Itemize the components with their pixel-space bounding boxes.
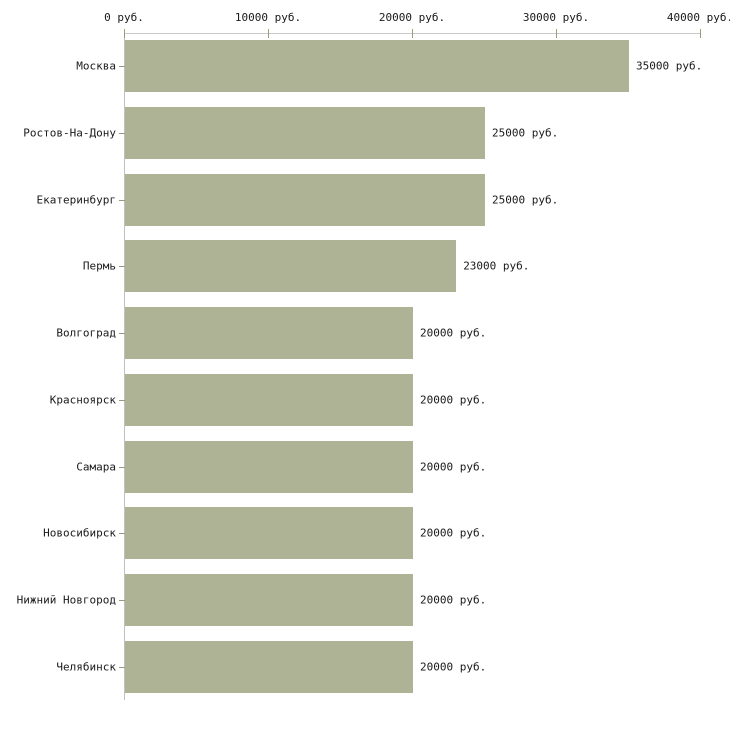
- bar-value-label: 20000 руб.: [420, 393, 487, 407]
- y-axis-tick: [119, 333, 125, 334]
- bar-value-label: 25000 руб.: [492, 193, 559, 207]
- x-axis-tick-label: 40000 руб.: [666, 11, 730, 24]
- category-label: Нижний Новгород: [16, 593, 116, 607]
- bar-value-label: 20000 руб.: [420, 660, 487, 674]
- category-label: Москва: [76, 59, 116, 73]
- bar[interactable]: [125, 173, 485, 226]
- bar[interactable]: [125, 640, 413, 693]
- x-axis-tick: [268, 29, 269, 38]
- y-axis-tick: [119, 66, 125, 67]
- y-axis-tick: [119, 200, 125, 201]
- x-axis-tick: [124, 29, 125, 38]
- bar-value-label: 25000 руб.: [492, 126, 559, 140]
- x-axis-tick-label: 10000 руб.: [234, 11, 302, 24]
- bar[interactable]: [125, 507, 413, 560]
- y-axis-tick: [119, 667, 125, 668]
- x-axis-tick: [556, 29, 557, 38]
- category-label: Екатеринбург: [36, 193, 116, 207]
- y-axis-line: [124, 33, 125, 700]
- bar[interactable]: [125, 440, 413, 493]
- x-axis-tick-label: 20000 руб.: [378, 11, 446, 24]
- y-axis-tick: [119, 400, 125, 401]
- bar[interactable]: [125, 107, 485, 160]
- y-axis-tick: [119, 533, 125, 534]
- category-label: Новосибирск: [43, 526, 116, 540]
- category-label: Самара: [76, 460, 116, 474]
- x-axis-tick-label: 30000 руб.: [522, 11, 590, 24]
- y-axis-tick: [119, 133, 125, 134]
- category-label: Ростов-На-Дону: [23, 126, 116, 140]
- x-axis-tick-label: 0 руб.: [104, 11, 144, 24]
- category-label: Волгоград: [56, 326, 116, 340]
- category-label: Пермь: [82, 259, 116, 273]
- y-axis-tick: [119, 467, 125, 468]
- x-axis-tick: [412, 29, 413, 38]
- bar[interactable]: [125, 573, 413, 626]
- bar-value-label: 20000 руб.: [420, 460, 487, 474]
- bar-value-label: 20000 руб.: [420, 326, 487, 340]
- bar[interactable]: [125, 240, 457, 293]
- bar-value-label: 20000 руб.: [420, 526, 487, 540]
- category-label: Красноярск: [49, 393, 116, 407]
- x-axis-tick: [700, 29, 701, 38]
- bar[interactable]: [125, 373, 413, 426]
- category-label: Челябинск: [56, 660, 116, 674]
- y-axis-tick: [119, 266, 125, 267]
- bar-value-label: 35000 руб.: [636, 59, 703, 73]
- bar-value-label: 20000 руб.: [420, 593, 487, 607]
- bar[interactable]: [125, 40, 629, 93]
- y-axis-tick: [119, 600, 125, 601]
- bar-value-label: 23000 руб.: [463, 259, 530, 273]
- bar[interactable]: [125, 307, 413, 360]
